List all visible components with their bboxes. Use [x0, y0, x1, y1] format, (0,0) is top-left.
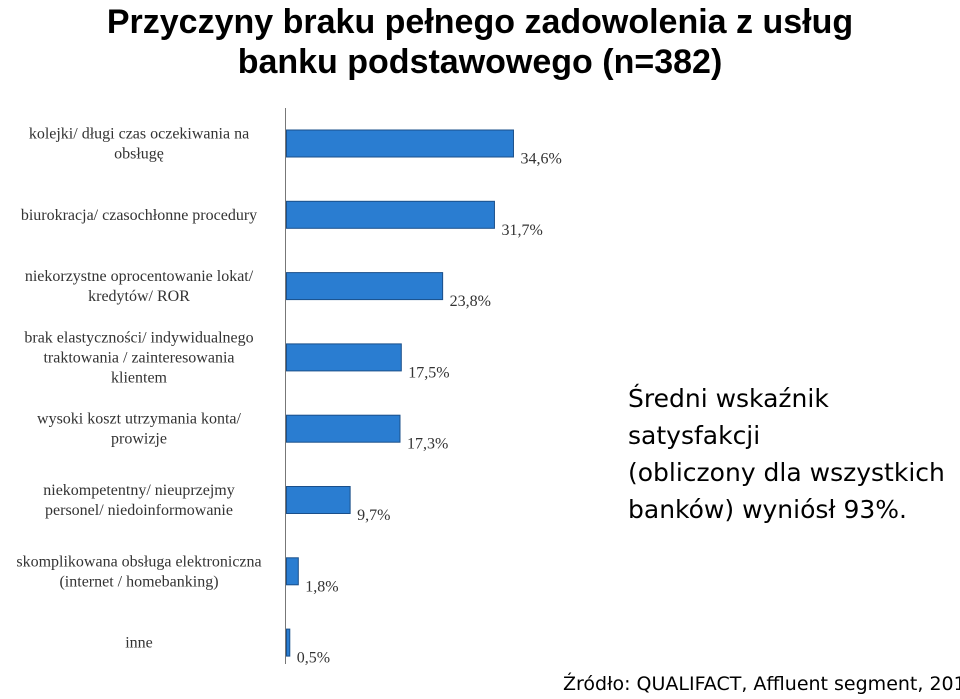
- bar-3: [286, 343, 402, 372]
- source-note: Źródło: QUALIFACT, Affluent segment, 201…: [563, 673, 960, 695]
- value-label-1: 31,7%: [501, 222, 542, 239]
- category-label-2: niekorzystne oprocentowanie lokat/kredyt…: [25, 268, 254, 305]
- bar-6: [286, 557, 299, 586]
- category-label-6: skomplikowana obsługa elektroniczna (inte…: [16, 553, 261, 590]
- bar-1: [286, 200, 495, 229]
- bar-5: [286, 486, 351, 514]
- value-label-7: 0,5%: [297, 650, 330, 667]
- value-label-6: 1,8%: [305, 578, 338, 595]
- bar-group: 34,6% kolejki/ długi czas oczekiwania na o…: [16, 126, 561, 667]
- category-label-3: brak elastyczności/ indywidualnego trakto…: [24, 329, 253, 386]
- category-label-1: biurokracja/ czasochłonne procedury: [21, 207, 257, 224]
- value-label-0: 34,6%: [520, 151, 561, 168]
- value-label-3: 17,5%: [408, 364, 449, 381]
- satisfaction-note: Średni wskaźnik satysfakcji (obliczony d…: [628, 384, 945, 524]
- category-label-4: wysoki koszt utrzymania konta/prowizje: [37, 411, 242, 448]
- category-label-0: kolejki/ długi czas oczekiwania na obsług…: [29, 126, 249, 163]
- chart-title: Przyczyny braku pełnego zadowolenia z us…: [106, 3, 854, 81]
- value-label-5: 9,7%: [357, 507, 390, 524]
- bar-4: [286, 414, 401, 443]
- category-label-5: niekompetentny/ nieuprzejmy personel/ nie…: [43, 482, 235, 519]
- value-label-4: 17,3%: [407, 436, 448, 453]
- bar-0: [286, 129, 514, 158]
- bar-7: [286, 628, 291, 657]
- value-label-2: 23,8%: [450, 293, 491, 310]
- category-label-7: inne: [125, 635, 153, 652]
- bar-2: [286, 272, 444, 301]
